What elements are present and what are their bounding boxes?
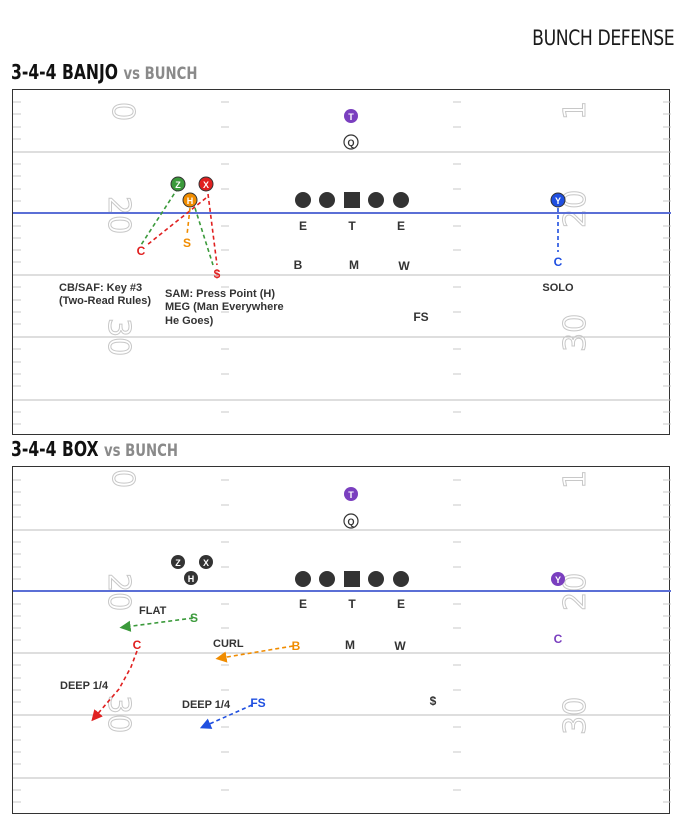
panel1-yard-lines bbox=[13, 151, 671, 401]
yard-number: 1 bbox=[558, 470, 593, 489]
player-t-label: T bbox=[348, 490, 354, 500]
route-x bbox=[146, 197, 207, 246]
note-cb-saf-1: CB/SAF: Key #3 bbox=[59, 282, 142, 294]
defender-c-left: C bbox=[133, 638, 142, 652]
player-q-label: Q bbox=[347, 138, 354, 148]
defender-e-left: E bbox=[299, 597, 307, 611]
route-dollar bbox=[207, 193, 218, 266]
player-q bbox=[343, 513, 359, 529]
defender-s: S bbox=[190, 611, 198, 625]
player-t bbox=[344, 487, 358, 501]
defender-b: B bbox=[294, 258, 303, 272]
panel1-field: 0 20 30 1 20 30 T Q Z X H Y E T E B M W … bbox=[12, 89, 671, 435]
player-x bbox=[198, 176, 214, 192]
player-q-label: Q bbox=[347, 517, 354, 527]
player-z-label: Z bbox=[175, 180, 181, 190]
panel1-title: 3-4-4 BANJO vs BUNCH bbox=[11, 60, 197, 84]
player-z bbox=[170, 176, 186, 192]
note-cb-saf-2: (Two-Read Rules) bbox=[59, 295, 151, 307]
panel2-yard-lines bbox=[13, 529, 671, 779]
route-sam bbox=[194, 207, 214, 266]
yard-number: 30 bbox=[101, 695, 136, 733]
player-t bbox=[344, 109, 358, 123]
player-y-label: Y bbox=[555, 196, 561, 206]
player-t-label: T bbox=[348, 112, 354, 122]
yard-number: 0 bbox=[105, 102, 140, 121]
panel2-title: 3-4-4 BOX vs BUNCH bbox=[11, 437, 178, 461]
panel1-offensive-line bbox=[295, 192, 409, 208]
defender-s: S bbox=[183, 236, 191, 250]
page-title: BUNCH DEFENSE bbox=[531, 26, 674, 50]
yard-number: 30 bbox=[558, 314, 593, 352]
defender-fs: FS bbox=[250, 696, 265, 710]
panel2-hash-marks bbox=[13, 479, 671, 803]
defender-b: B bbox=[292, 639, 301, 653]
defender-t: T bbox=[348, 219, 356, 233]
panel2-title-vs: vs BUNCH bbox=[104, 441, 178, 461]
panel2-diagram: 0 20 30 1 20 30 T Q Z X H Y E T E M W S … bbox=[13, 469, 671, 803]
route-b-curl bbox=[215, 645, 294, 663]
route-fs-deep bbox=[199, 704, 253, 729]
defender-m: M bbox=[349, 258, 359, 272]
player-y bbox=[550, 192, 566, 208]
panel2-offensive-line bbox=[295, 571, 409, 587]
route-z bbox=[140, 187, 179, 246]
panel2-title-main: 3-4-4 BOX bbox=[11, 437, 99, 461]
defender-e-right: E bbox=[397, 219, 405, 233]
player-z-label: Z bbox=[175, 558, 181, 568]
note-flat: FLAT bbox=[139, 605, 167, 617]
yard-number: 30 bbox=[558, 697, 593, 735]
defender-c-right: C bbox=[554, 255, 563, 269]
note-sam-1: SAM: Press Point (H) bbox=[165, 288, 275, 300]
defender-t: T bbox=[348, 597, 356, 611]
route-h bbox=[186, 207, 191, 236]
defender-fs: FS bbox=[413, 310, 428, 324]
note-curl: CURL bbox=[213, 638, 244, 650]
note-sam-3: He Goes) bbox=[165, 315, 214, 327]
panel2-field: 0 20 30 1 20 30 T Q Z X H Y E T E M W S … bbox=[12, 466, 671, 814]
player-z bbox=[171, 555, 185, 569]
defender-e-right: E bbox=[397, 597, 405, 611]
player-h-label: H bbox=[188, 574, 195, 584]
defender-c-right: C bbox=[554, 632, 563, 646]
defender-m: M bbox=[345, 638, 355, 652]
panel1-diagram: 0 20 30 1 20 30 T Q Z X H Y E T E B M W … bbox=[13, 100, 671, 425]
defender-w: W bbox=[394, 639, 406, 653]
player-x bbox=[199, 555, 213, 569]
panel1-title-main: 3-4-4 BANJO bbox=[11, 60, 119, 84]
panel1-title-vs: vs BUNCH bbox=[123, 64, 198, 84]
player-x-label: X bbox=[203, 180, 209, 190]
panel1-hash-marks bbox=[13, 101, 671, 425]
player-y bbox=[551, 572, 565, 586]
route-s-flat bbox=[119, 617, 194, 632]
route-c-deep bbox=[91, 650, 138, 722]
player-h-label: H bbox=[187, 196, 194, 206]
player-h bbox=[184, 571, 198, 585]
yard-number: 20 bbox=[101, 573, 136, 611]
player-y-label: Y bbox=[555, 575, 561, 585]
note-deep-1: DEEP 1/4 bbox=[60, 680, 109, 692]
yard-number: 20 bbox=[101, 196, 136, 234]
defender-dollar: $ bbox=[214, 267, 221, 281]
note-sam-2: MEG (Man Everywhere bbox=[165, 301, 284, 313]
player-x-label: X bbox=[203, 558, 209, 568]
note-deep-2: DEEP 1/4 bbox=[182, 699, 231, 711]
defender-c-left: C bbox=[137, 244, 146, 258]
player-q bbox=[343, 134, 359, 150]
yard-number: 30 bbox=[101, 318, 136, 356]
yard-number: 1 bbox=[558, 101, 593, 120]
yard-number: 0 bbox=[105, 469, 140, 488]
note-solo: SOLO bbox=[542, 282, 574, 294]
defender-dollar: $ bbox=[430, 694, 437, 708]
player-h bbox=[182, 192, 198, 208]
defender-e-left: E bbox=[299, 219, 307, 233]
defender-w: W bbox=[398, 259, 410, 273]
